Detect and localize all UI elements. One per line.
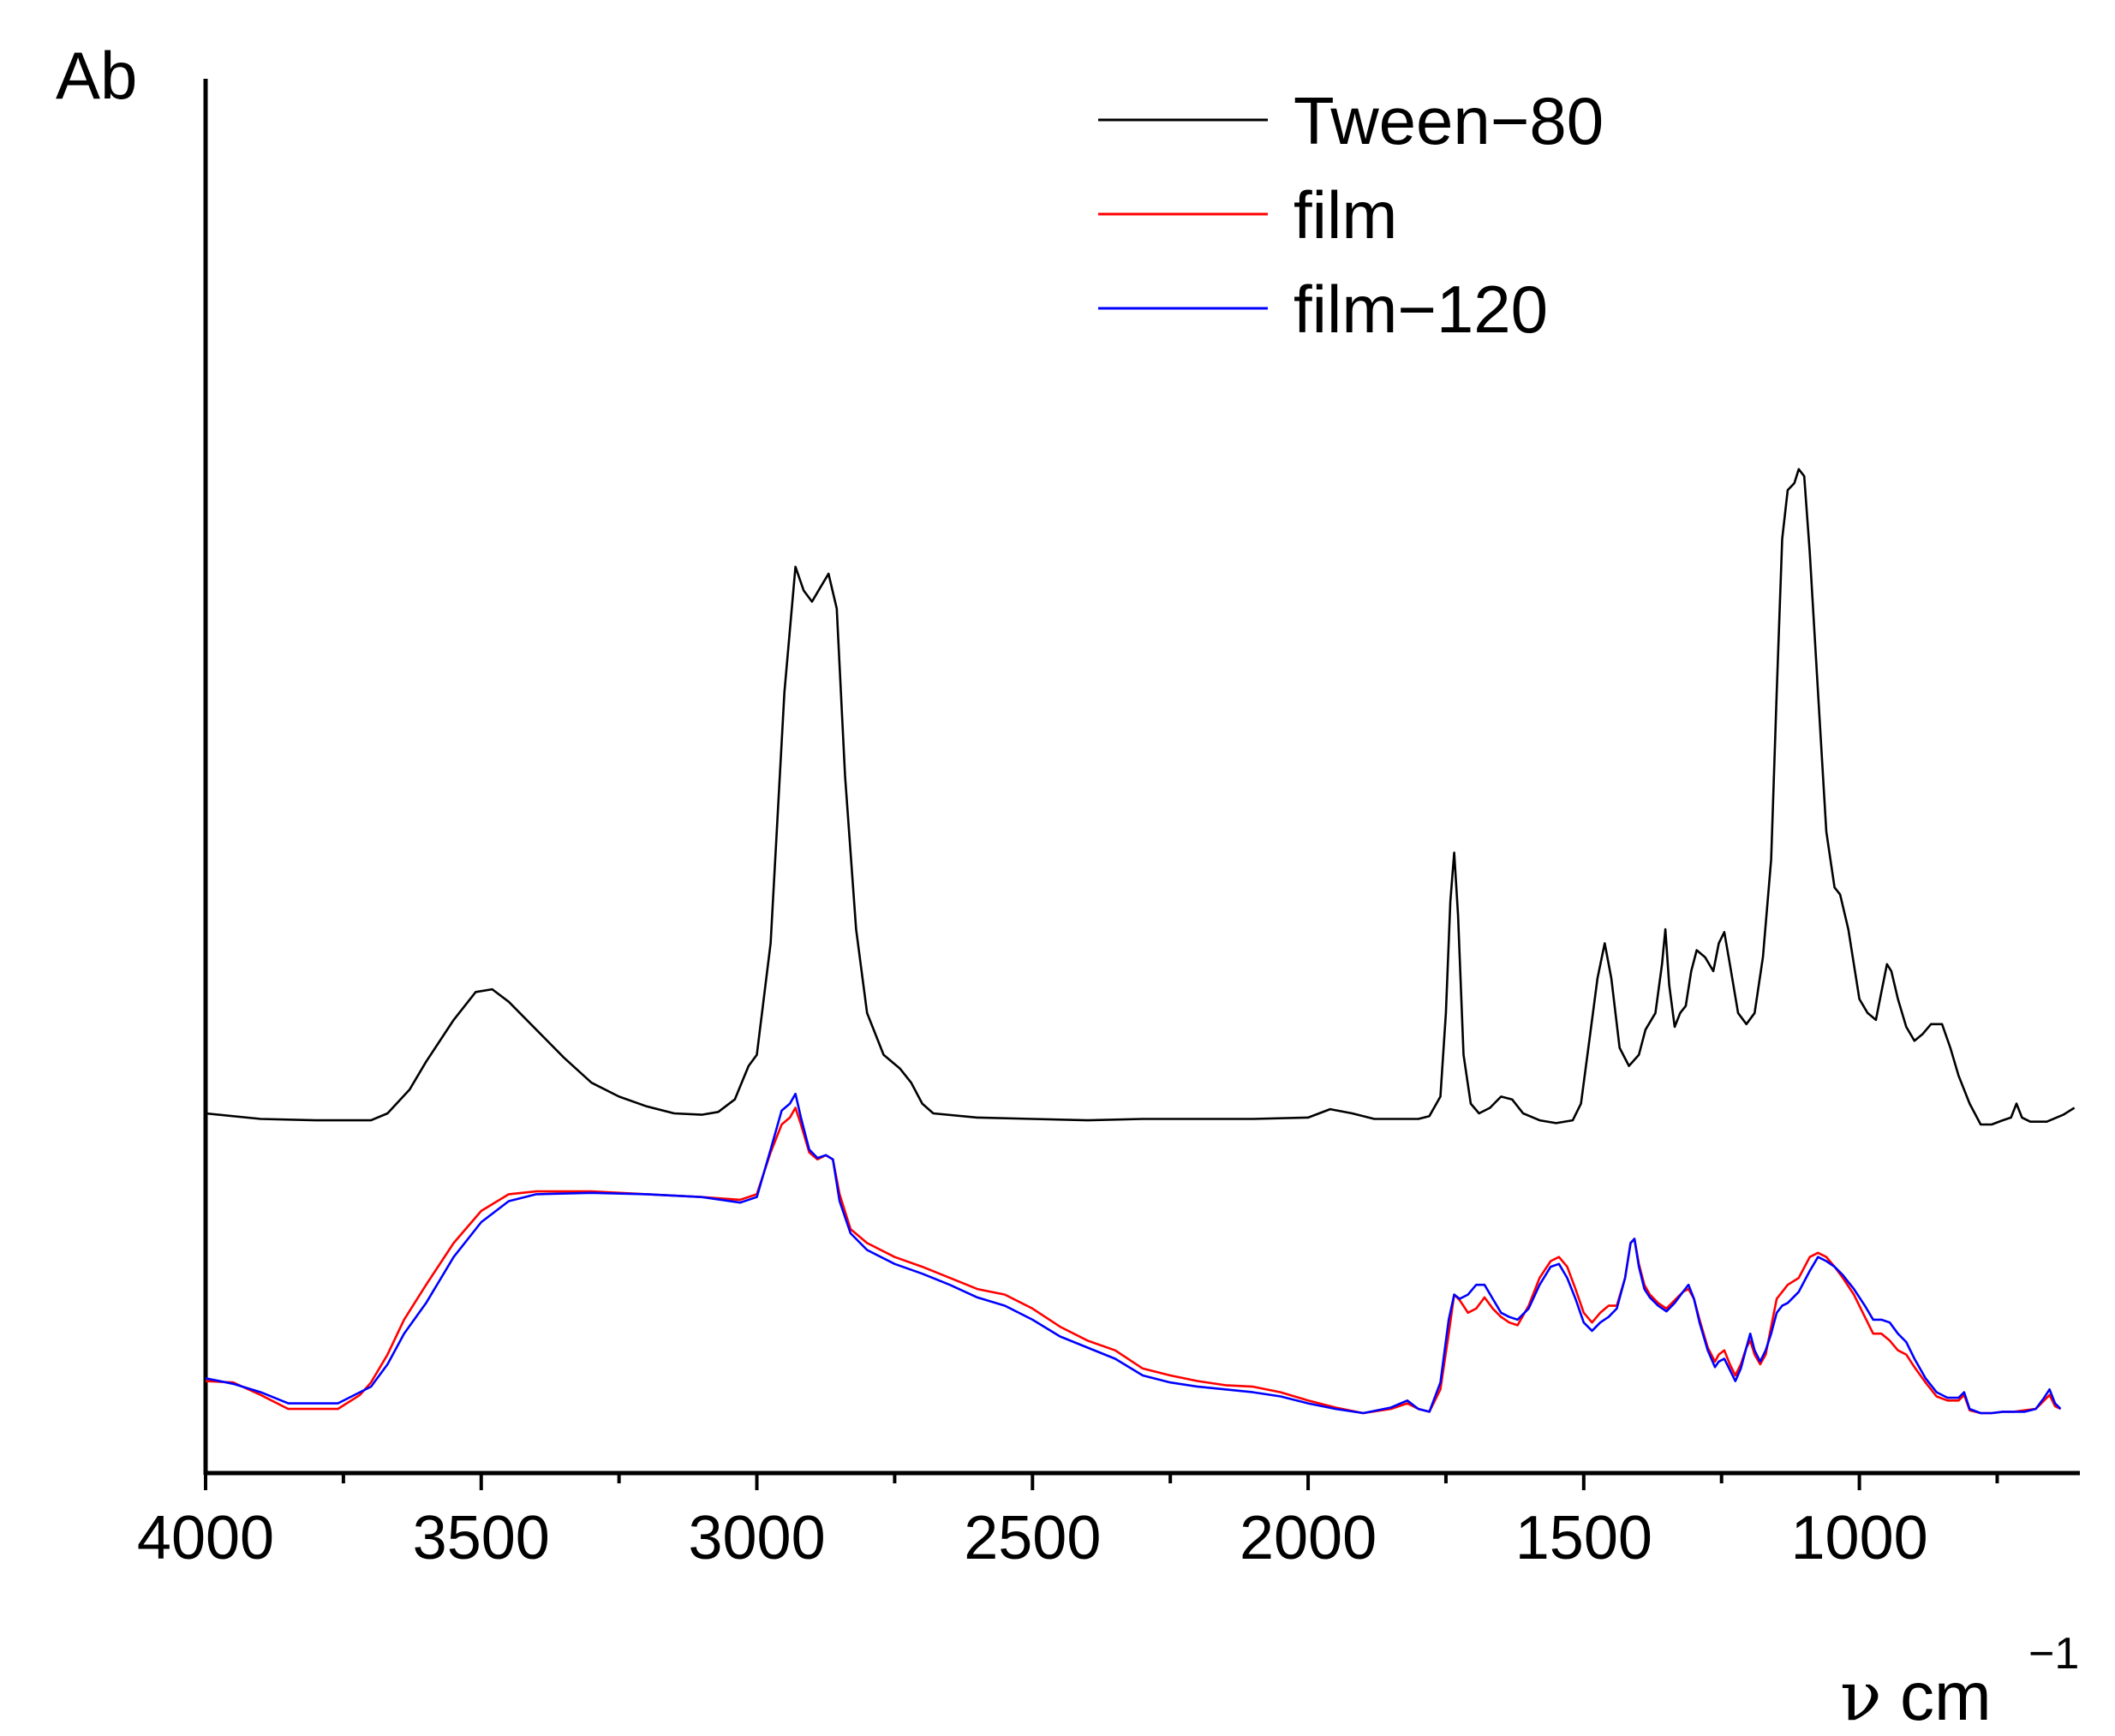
series-lines xyxy=(205,468,2076,1415)
x-tick-label: 2500 xyxy=(964,1504,1101,1572)
x-tick-label: 4000 xyxy=(137,1504,274,1572)
x-tick-label: 3000 xyxy=(688,1504,825,1572)
x-axis-label-unit: cm xyxy=(1900,1658,1992,1734)
x-tick-label: 3500 xyxy=(413,1504,550,1572)
x-tick-label: 1500 xyxy=(1515,1504,1652,1572)
x-axis-tick-labels: 4000 3500 3000 2500 2000 1500 1000 xyxy=(137,1504,1928,1572)
x-axis-label-symbol: ν xyxy=(1840,1656,1882,1736)
axes xyxy=(203,79,2080,1476)
series-line-2 xyxy=(205,1092,2062,1415)
legend-label-1: film xyxy=(1293,177,1397,253)
x-tick-label: 2000 xyxy=(1240,1504,1377,1572)
x-axis-label-exponent: −1 xyxy=(2028,1629,2079,1679)
legend: Tween−80 film film−120 xyxy=(1098,83,1604,347)
legend-label-0: Tween−80 xyxy=(1293,83,1604,158)
x-tick-label: 1000 xyxy=(1791,1504,1928,1572)
series-line-0 xyxy=(205,468,2076,1126)
legend-label-2: film−120 xyxy=(1293,271,1548,347)
series-line-1 xyxy=(205,1107,2062,1415)
y-axis-label: Ab xyxy=(56,38,137,113)
x-axis-label: ν cm −1 xyxy=(1840,1629,2079,1736)
x-axis-ticks xyxy=(204,1473,1999,1490)
